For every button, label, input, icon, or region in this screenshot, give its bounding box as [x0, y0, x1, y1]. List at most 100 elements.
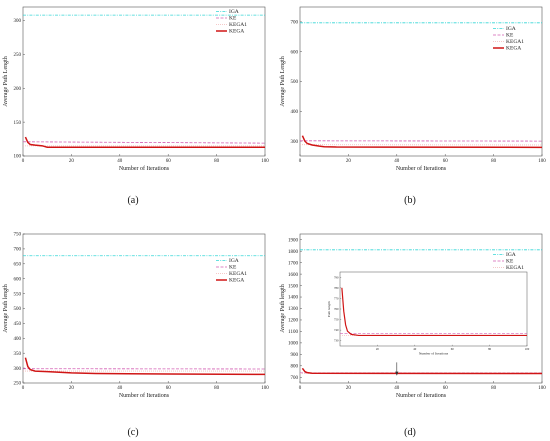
panel-label: (d): [404, 427, 416, 438]
legend-label-ke: KE: [229, 16, 237, 22]
inset-y-axis-label: Path length: [327, 301, 331, 317]
y-tick-label: 1100: [288, 330, 298, 335]
inset-chart: 20 40 60 80 100 730 740 750 760 770 780 790 Number o…: [327, 271, 530, 356]
inset-x-tick-label: 60: [451, 347, 455, 351]
series-line-kega: [24, 136, 265, 148]
inset-x-tick-label: 100: [525, 347, 530, 351]
x-tick-label: 100: [538, 159, 546, 164]
y-tick-label: 100: [14, 155, 22, 160]
x-tick-label: 20: [346, 159, 352, 164]
legend-label-ke: KE: [506, 259, 514, 265]
inset-x-tick-label: 20: [376, 347, 380, 351]
x-tick-label: 20: [69, 386, 75, 391]
panel-label: (c): [127, 427, 138, 438]
legend-label-kega: KEGA: [229, 278, 244, 284]
panel-a: 0 20 40 60 80 100 100 150 200 250 300 Number of Ite…: [3, 6, 269, 206]
y-tick-label: 700: [14, 248, 22, 253]
inset-y-tick-label: 760: [334, 307, 339, 311]
legend-label-iga: IGA: [506, 26, 516, 32]
annotation-arrow-head: [395, 371, 399, 376]
legend-label-kega1: KEGA1: [229, 22, 247, 28]
x-tick-label: 0: [22, 159, 25, 164]
x-tick-label: 20: [346, 386, 352, 391]
y-tick-label: 500: [14, 307, 22, 312]
y-tick-label: 750: [14, 233, 22, 238]
series-line-ke: [22, 141, 266, 144]
x-tick-label: 60: [166, 159, 172, 164]
legend-label-iga: IGA: [229, 9, 239, 15]
x-tick-label: 60: [166, 386, 172, 391]
inset-y-tick-label: 740: [334, 328, 339, 332]
y-tick-label: 900: [291, 353, 299, 358]
plot-frame: [22, 233, 266, 384]
legend-label-iga: IGA: [506, 252, 516, 258]
legend-label-kega: KEGA: [506, 46, 521, 52]
x-tick-label: 80: [491, 159, 497, 164]
y-axis-label: Average Path length: [280, 284, 286, 333]
x-axis-label: Number of Iterations: [119, 392, 170, 399]
x-tick-label: 20: [69, 159, 75, 164]
x-tick-label: 100: [538, 386, 546, 391]
legend-label-kega1: KEGA1: [506, 265, 524, 271]
y-tick-label: 1900: [288, 238, 299, 243]
y-tick-label: 200: [14, 87, 22, 92]
panel-label: (a): [127, 195, 138, 206]
x-tick-label: 60: [443, 159, 449, 164]
y-tick-label: 550: [14, 292, 22, 297]
y-tick-label: 250: [14, 382, 22, 387]
legend-label-iga: IGA: [229, 258, 239, 264]
legend-label-kega1: KEGA1: [506, 39, 524, 45]
inset-x-tick-label: 40: [413, 347, 417, 351]
y-tick-label: 1800: [288, 250, 299, 255]
plot-frame: [22, 6, 266, 157]
x-tick-label: 80: [214, 386, 220, 391]
y-tick-label: 500: [291, 80, 299, 85]
panel-label: (b): [404, 195, 416, 206]
panel-b: 0 20 40 60 80 100 300 400 500 600 700 Number of Ite…: [280, 6, 546, 206]
y-tick-label: 300: [14, 19, 22, 24]
x-axis-label: Number of Iterations: [119, 165, 170, 172]
y-tick-label: 450: [14, 322, 22, 327]
y-axis-label: Average Path length: [3, 284, 9, 333]
y-tick-label: 400: [291, 110, 299, 115]
panel-c: 0 20 40 60 80 100 250 300 350 400 450 500 550 600 650 7…: [3, 233, 269, 438]
y-axis-label: Average Path Length: [280, 56, 286, 107]
y-tick-label: 1300: [288, 307, 299, 312]
x-axis-label: Number of Iterations: [396, 165, 447, 172]
inset-y-tick-label: 730: [334, 339, 339, 343]
x-tick-label: 80: [491, 386, 497, 391]
y-tick-label: 600: [291, 50, 299, 55]
x-tick-label: 40: [394, 159, 400, 164]
series-line-kega: [301, 367, 543, 375]
y-tick-label: 700: [291, 376, 299, 381]
x-tick-label: 0: [299, 159, 302, 164]
y-tick-label: 1600: [288, 273, 299, 278]
x-tick-label: 40: [394, 386, 400, 391]
y-tick-label: 150: [14, 121, 22, 126]
inset-series-line-kega: [341, 287, 527, 337]
x-tick-label: 0: [22, 386, 25, 391]
inset-y-tick-label: 780: [334, 286, 339, 290]
x-tick-label: 60: [443, 386, 449, 391]
y-tick-label: 300: [291, 140, 299, 145]
y-axis-label: Average Path Length: [3, 56, 9, 107]
legend-label-kega1: KEGA1: [229, 271, 247, 277]
inset-x-tick-label: 80: [488, 347, 492, 351]
y-tick-label: 650: [14, 263, 22, 268]
x-tick-label: 100: [261, 159, 269, 164]
y-tick-label: 350: [14, 352, 22, 357]
series-line-kega: [301, 135, 543, 149]
y-tick-label: 1200: [288, 319, 299, 324]
y-tick-label: 800: [291, 365, 299, 370]
inset-y-tick-label: 790: [334, 275, 339, 279]
panel-d: 0 20 40 60 80 100 700 800 900 1000 1100 1200 1300 140…: [280, 233, 546, 438]
y-tick-label: 1000: [288, 342, 299, 347]
legend-label-ke: KE: [506, 33, 514, 39]
x-tick-label: 40: [117, 159, 123, 164]
x-tick-label: 40: [117, 386, 123, 391]
legend-label-kega: KEGA: [229, 29, 244, 35]
y-tick-label: 1500: [288, 284, 299, 289]
y-tick-label: 700: [291, 21, 299, 26]
